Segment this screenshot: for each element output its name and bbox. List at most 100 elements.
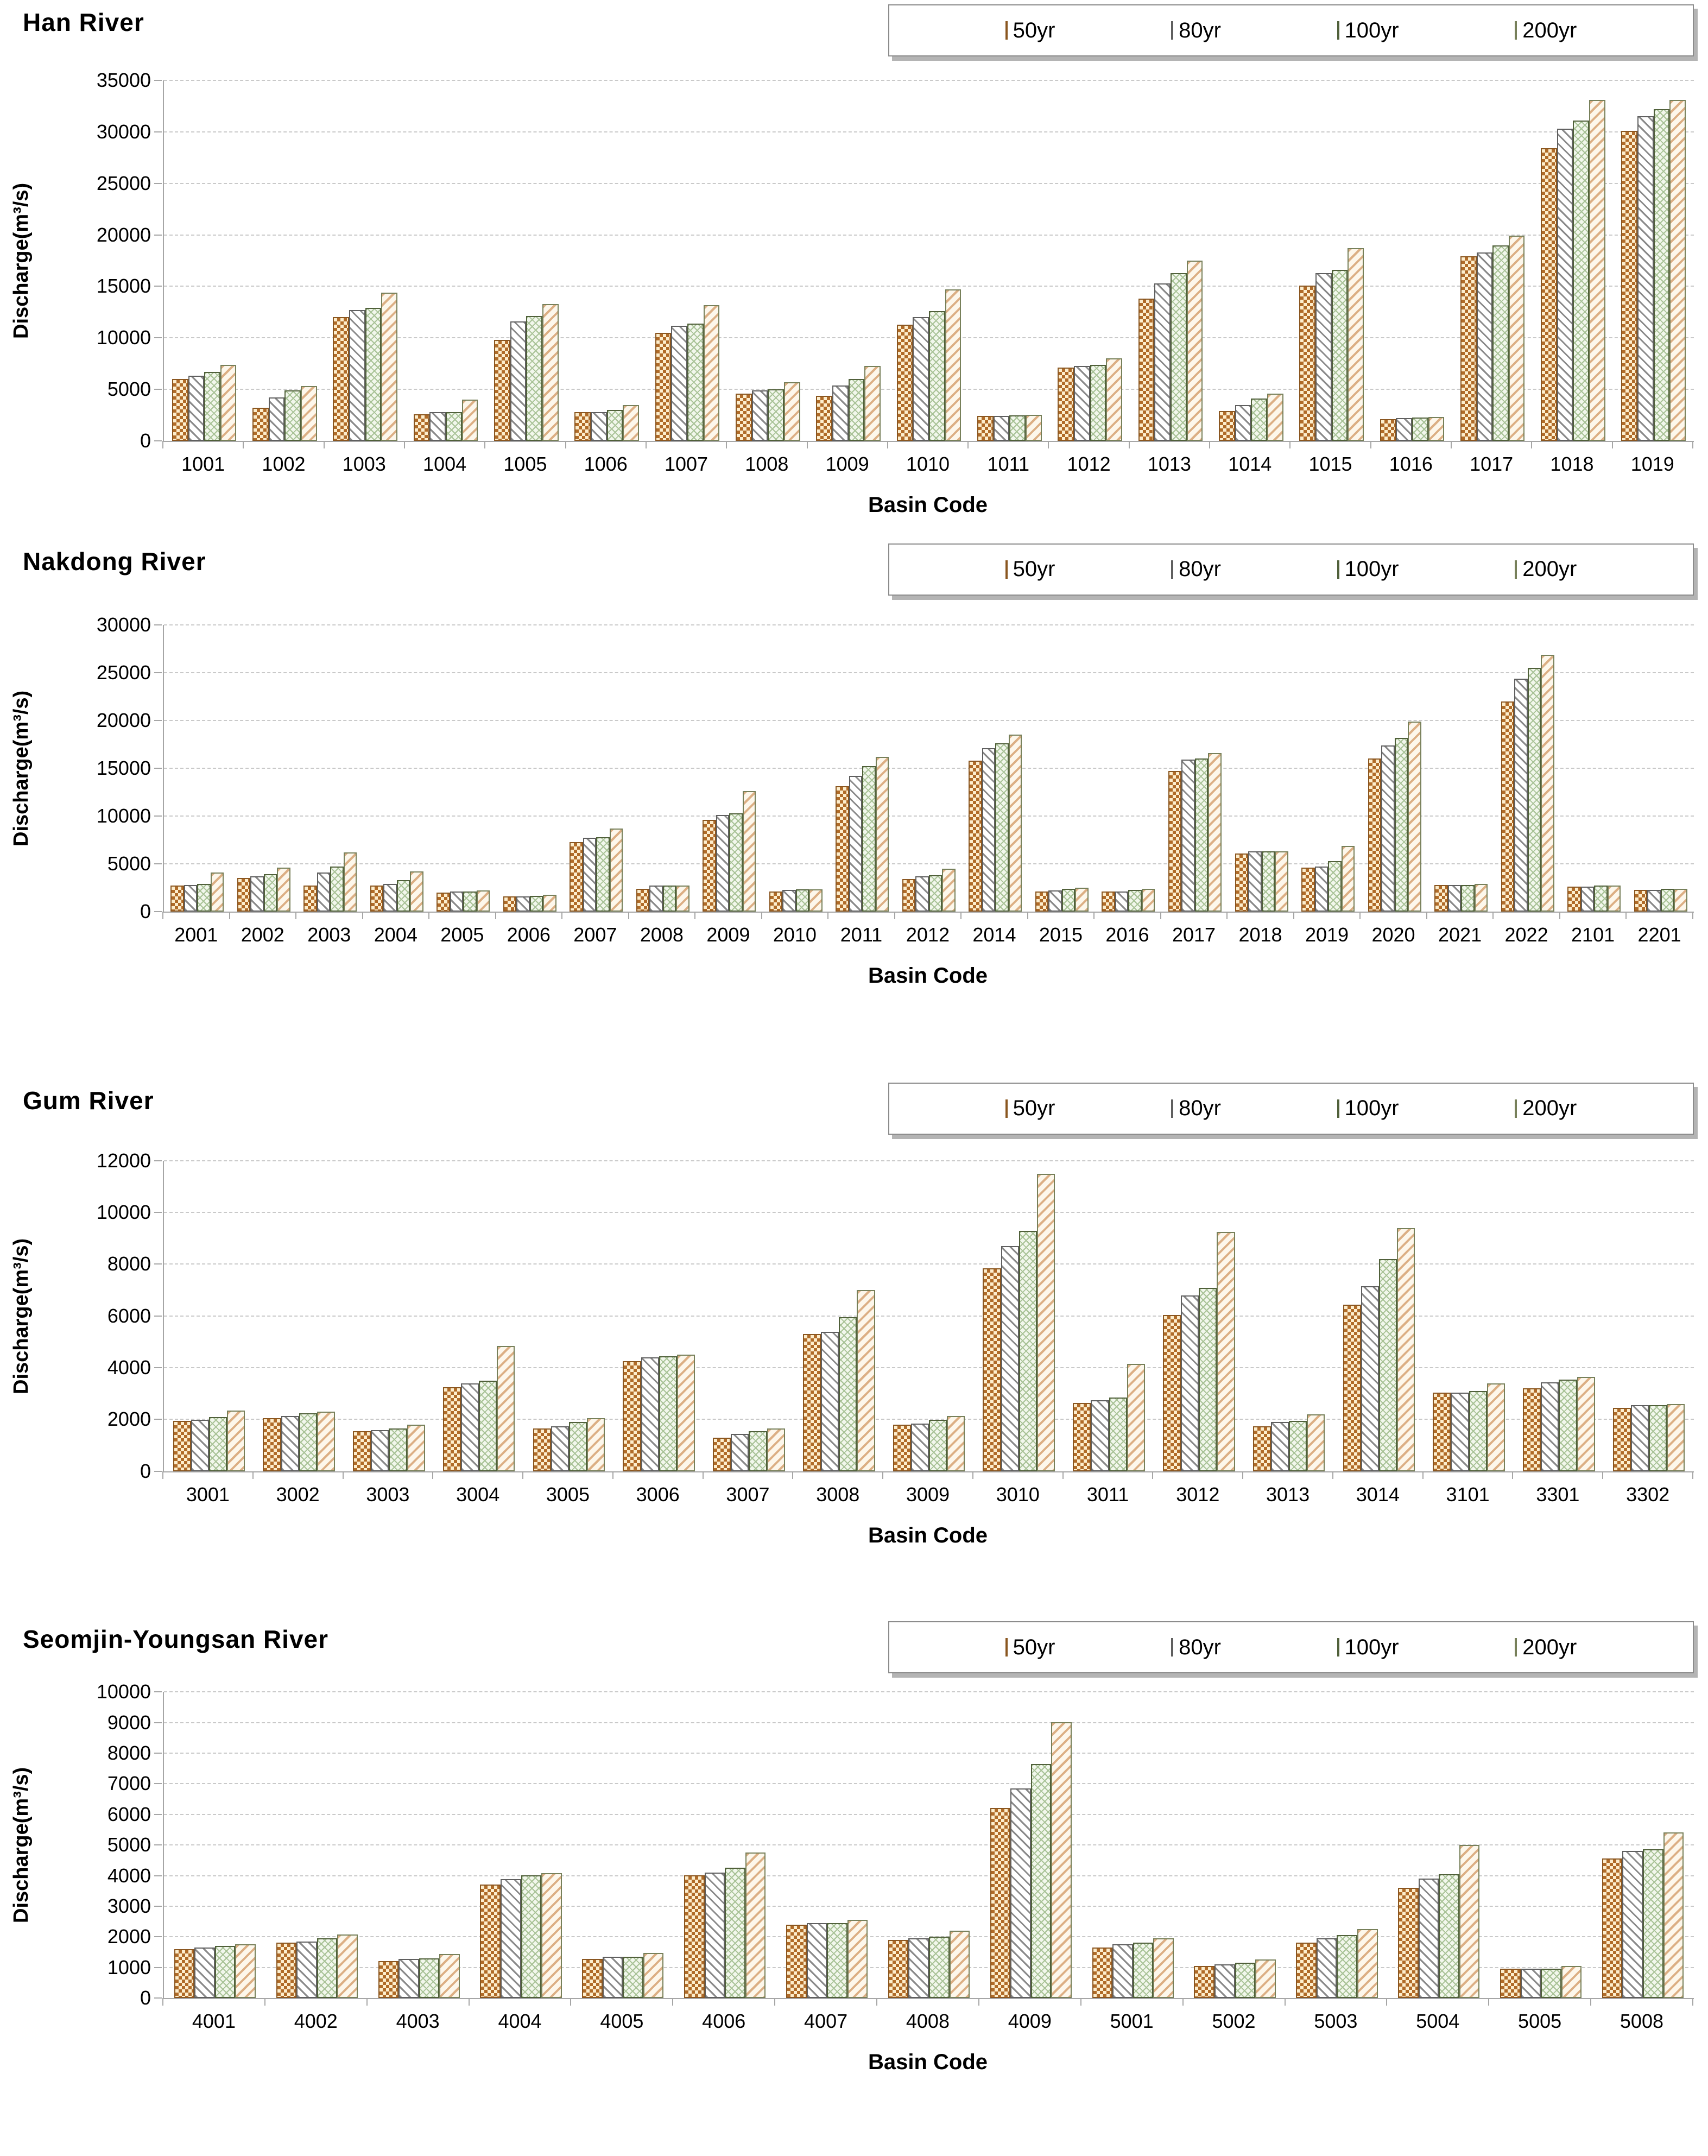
gridline-20000 <box>164 719 1694 721</box>
x-tick-mark <box>469 1998 470 2006</box>
bar-200yr-1001 <box>220 365 237 441</box>
gridline-20000 <box>164 234 1694 236</box>
bar-group-1019 <box>1614 80 1694 441</box>
bar-200yr-3013 <box>1307 1414 1325 1471</box>
bar-50yr-2201 <box>1634 889 1648 912</box>
bar-200yr-3002 <box>317 1411 335 1471</box>
bar-50yr-1003 <box>333 317 350 441</box>
x-tick-label: 1014 <box>1228 453 1272 475</box>
x-tick-label: 2004 <box>374 923 417 946</box>
y-axis-title: Discharge(m³/s) <box>10 1237 33 1394</box>
x-tick-label: 4004 <box>498 2010 542 2033</box>
bar-group-2015 <box>1029 625 1096 912</box>
y-tick-mark <box>154 80 162 81</box>
bar-100yr-4007 <box>827 1923 847 1999</box>
bar-80yr-1015 <box>1315 273 1332 441</box>
bar-50yr-1002 <box>252 408 269 441</box>
y-tick-mark <box>154 1367 162 1368</box>
bar-100yr-2015 <box>1061 888 1076 912</box>
legend: 50yr 80yr 100yr 200yr <box>888 543 1694 596</box>
x-tick-label: 1019 <box>1630 453 1674 475</box>
x-tick-mark <box>1332 1471 1333 1479</box>
legend: 50yr 80yr 100yr 200yr <box>888 1082 1694 1135</box>
bar-200yr-5005 <box>1561 1966 1582 1999</box>
bar-50yr-3011 <box>1073 1402 1091 1471</box>
bar-80yr-1018 <box>1557 129 1573 441</box>
gridline-9000 <box>164 1722 1694 1723</box>
bar-200yr-3301 <box>1577 1376 1595 1471</box>
bar-group-1002 <box>244 80 325 441</box>
x-tick-mark <box>1293 911 1294 919</box>
legend-label: 100yr <box>1344 18 1399 42</box>
bar-80yr-2011 <box>849 775 863 912</box>
x-tick-mark <box>1488 1998 1489 2006</box>
x-tick-mark <box>264 1998 265 2006</box>
bars-layer <box>164 1161 1694 1471</box>
x-axis-title: Basin Code <box>868 2050 988 2075</box>
y-tick-label: 0 <box>140 1987 151 2009</box>
y-tick-mark <box>154 1813 162 1815</box>
bar-80yr-3001 <box>191 1419 209 1471</box>
bar-200yr-4007 <box>847 1920 868 1999</box>
bar-group-2007 <box>563 625 630 912</box>
x-tick-mark <box>1062 1471 1064 1479</box>
bar-100yr-1002 <box>284 390 301 441</box>
bar-80yr-2014 <box>982 748 996 912</box>
bar-50yr-4007 <box>786 1925 807 1999</box>
x-tick-label: 2101 <box>1571 923 1615 946</box>
bar-50yr-1001 <box>172 379 188 441</box>
bar-group-3301 <box>1514 1161 1604 1471</box>
gridline-2000 <box>164 1419 1694 1420</box>
bar-200yr-2012 <box>942 868 956 912</box>
y-tick-mark <box>154 911 162 912</box>
bar-80yr-3007 <box>731 1433 749 1471</box>
bar-100yr-3005 <box>568 1421 587 1471</box>
bars-layer <box>164 1692 1694 1999</box>
bar-50yr-2012 <box>902 878 916 912</box>
x-tick-label: 2014 <box>972 923 1016 946</box>
y-tick-label: 6000 <box>107 1803 151 1825</box>
bar-200yr-1014 <box>1267 394 1283 441</box>
gridline-5000 <box>164 1844 1694 1846</box>
bar-50yr-2003 <box>303 885 317 912</box>
bar-80yr-2006 <box>516 896 530 912</box>
bar-80yr-4008 <box>908 1938 929 1999</box>
bar-group-5005 <box>1490 1692 1592 1999</box>
x-tick-mark <box>612 1471 613 1479</box>
y-tick-label: 4000 <box>107 1356 151 1379</box>
bar-100yr-1007 <box>687 324 704 441</box>
y-tick-mark <box>154 1783 162 1785</box>
bar-80yr-2004 <box>383 883 397 912</box>
bar-50yr-2021 <box>1434 884 1448 912</box>
bar-200yr-3014 <box>1396 1228 1415 1471</box>
x-tick-label: 1011 <box>987 453 1029 475</box>
x-tick-label: 1002 <box>262 453 306 475</box>
x-tick-label: 2022 <box>1504 923 1548 946</box>
chart-title: Han River <box>23 8 144 36</box>
bar-100yr-3006 <box>659 1356 677 1471</box>
bar-100yr-2004 <box>396 880 410 912</box>
chart-title: Seomjin-Youngsan River <box>23 1625 329 1654</box>
bar-50yr-1009 <box>816 396 832 441</box>
bar-100yr-1012 <box>1090 365 1106 441</box>
gridline-30000 <box>164 624 1694 625</box>
bar-50yr-3003 <box>353 1431 371 1471</box>
x-tick-mark <box>761 911 762 919</box>
bar-group-2022 <box>1494 625 1561 912</box>
bar-80yr-3009 <box>910 1423 929 1471</box>
y-tick-mark <box>154 337 162 339</box>
x-tick-label: 2009 <box>706 923 750 946</box>
bar-50yr-1007 <box>655 333 672 441</box>
bar-80yr-3003 <box>371 1430 389 1471</box>
x-tick-mark <box>1048 441 1049 448</box>
bar-100yr-1015 <box>1331 270 1348 441</box>
bar-200yr-2004 <box>410 871 423 912</box>
bar-100yr-5005 <box>1541 1969 1561 1999</box>
bar-100yr-4009 <box>1030 1764 1052 1999</box>
x-tick-mark <box>561 911 562 919</box>
x-tick-label: 3010 <box>996 1483 1040 1506</box>
bar-100yr-2019 <box>1328 861 1342 912</box>
x-tick-label: 1001 <box>181 453 225 475</box>
bar-100yr-4001 <box>214 1946 236 1999</box>
bar-group-2011 <box>829 625 896 912</box>
